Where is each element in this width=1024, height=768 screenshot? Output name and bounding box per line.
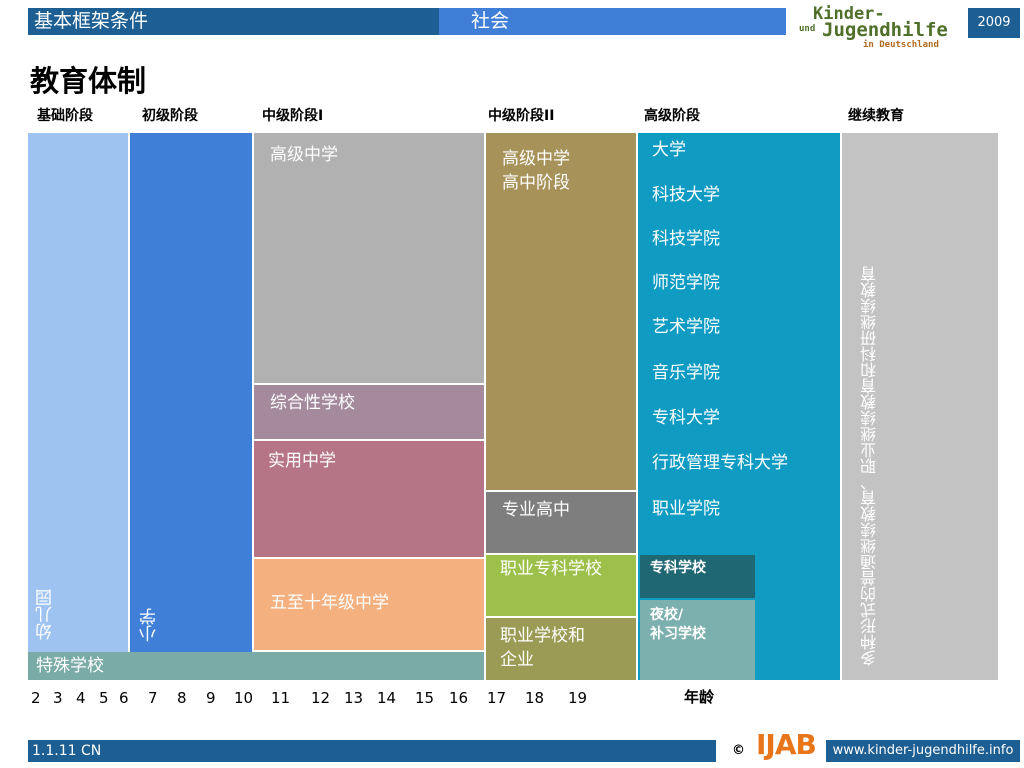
block-primary-school: 小学 [130,133,252,652]
age-axis-label: 年龄 [684,688,715,706]
age-tick: 16 [449,689,469,707]
block-hauptschule-label: 五至十年级中学 [270,593,389,613]
header-topic: 社会 [439,8,786,35]
age-tick: 8 [177,689,187,707]
age-tick: 18 [525,689,545,707]
logo-text-und: und [799,24,816,34]
block-special-school: 特殊学校 [28,652,484,680]
age-tick: 10 [234,689,254,707]
copyright-icon: © [732,743,745,758]
block-gymnasium-label: 高级中学 [270,145,338,165]
block-upper-gymnasium-line1: 高级中学 [502,149,570,169]
age-tick: 2 [31,689,41,707]
age-tick: 3 [53,689,63,707]
higher-ed-item-applied-sciences: 专科大学 [652,408,720,428]
block-comprehensive-school: 综合性学校 [254,385,484,439]
age-tick: 13 [344,689,364,707]
kinder-jugendhilfe-logo: Kinder- und Jugendhilfe in Deutschland [797,4,962,52]
block-evening-school-line2: 补习学校 [650,626,706,642]
age-tick: 9 [206,689,216,707]
block-fachschule: 专科学校 [640,555,755,598]
block-dual-system-line2: 企业 [500,650,534,670]
higher-ed-item-teacher-college: 师范学院 [652,273,720,293]
block-dual-system: 职业学校和 企业 [486,618,636,680]
ijab-logo: IJAB [756,728,817,761]
stage-label-secondary-1: 中级阶段I [262,108,324,124]
stage-label-tertiary: 高级阶段 [644,108,700,124]
block-comprehensive-school-label: 综合性学校 [270,393,355,413]
block-continuing-education-label: 多种形式的普通继续教育、职业继续教育和科研继续教育 [860,266,879,666]
higher-ed-item-art-college: 艺术学院 [652,317,720,337]
year-badge: 2009 [968,8,1020,38]
block-realschule-label: 实用中学 [268,451,336,471]
higher-ed-item-public-admin: 行政管理专科大学 [652,453,788,473]
block-berufsfachschule-label: 职业专科学校 [500,559,602,579]
block-evening-school-line1: 夜校/ [650,607,684,623]
higher-ed-item-technical-university: 科技大学 [652,185,720,205]
higher-ed-item-music-college: 音乐学院 [652,363,720,383]
block-gymnasium: 高级中学 [254,133,484,383]
stage-label-primary: 初级阶段 [142,108,198,124]
block-realschule: 实用中学 [254,441,484,557]
age-tick: 14 [377,689,397,707]
age-tick: 15 [415,689,435,707]
age-tick: 12 [311,689,331,707]
age-tick: 11 [271,689,291,707]
header-section-title: 基本框架条件 [28,8,439,35]
block-special-school-label: 特殊学校 [36,656,104,676]
stage-label-foundation: 基础阶段 [37,108,93,124]
block-primary-school-label: 小学 [140,608,160,642]
block-upper-gymnasium-line2: 高中阶段 [502,173,570,193]
block-hauptschule: 五至十年级中学 [254,559,484,650]
age-tick: 6 [119,689,129,707]
age-tick: 17 [487,689,507,707]
footer-website-link[interactable]: www.kinder-jugendhilfe.info [826,740,1020,762]
stage-label-continuing: 继续教育 [848,108,904,124]
block-fachoberschule: 专业高中 [486,492,636,553]
footer-slide-code: 1.1.11 CN [28,740,716,762]
higher-ed-item-technical-college: 科技学院 [652,229,720,249]
higher-ed-item-vocational-academy: 职业学院 [652,499,720,519]
block-fachschule-label: 专科学校 [650,560,706,576]
logo-text-jugendhilfe: Jugendhilfe [822,19,948,41]
block-kindergarten: 幼儿园 [28,133,128,652]
block-fachoberschule-label: 专业高中 [502,500,570,520]
block-upper-gymnasium: 高级中学 高中阶段 [486,133,636,490]
higher-ed-item-university: 大学 [652,140,686,160]
age-tick: 7 [148,689,158,707]
page-title: 教育体制 [30,64,147,98]
block-dual-system-line1: 职业学校和 [500,626,585,646]
block-berufsfachschule: 职业专科学校 [486,555,636,616]
stage-label-secondary-2: 中级阶段II [488,108,555,124]
age-tick: 5 [99,689,109,707]
logo-text-kinder: Kinder- [813,4,885,24]
block-evening-school: 夜校/ 补习学校 [640,600,755,680]
age-tick: 4 [76,689,86,707]
block-kindergarten-label: 幼儿园 [36,589,56,640]
block-continuing-education: 多种形式的普通继续教育、职业继续教育和科研继续教育 [842,133,998,680]
logo-text-deutschland: in Deutschland [863,40,939,50]
age-tick: 19 [568,689,588,707]
